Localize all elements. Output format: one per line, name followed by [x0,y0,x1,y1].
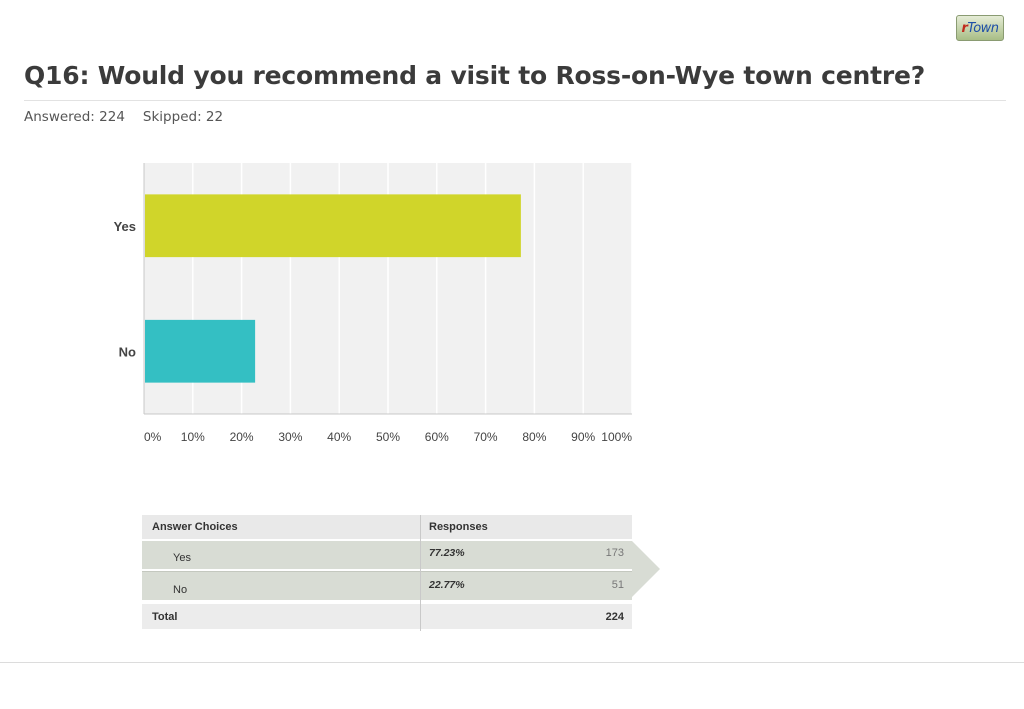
table-header [142,515,632,539]
response-stats: Answered: 224 Skipped: 22 [24,109,223,125]
row-yes-percent: 77.23% [429,547,465,559]
row-no-percent: 22.77% [429,579,465,591]
total-count: 224 [605,611,624,623]
bar-chart: Yes No 0% 10% 20% 30% 40% 50% 60% 70% 80% 90% 100% [114,163,633,444]
row-divider [142,571,632,572]
row-yes-choice: Yes [173,552,191,564]
total-label: Total [152,611,178,623]
x-tick-label: 0% [144,430,162,444]
column-divider [420,515,421,631]
x-tick-label: 10% [181,430,205,444]
x-tick-label: 20% [230,430,254,444]
table-row [142,541,632,569]
row-yes-count: 173 [605,547,624,559]
category-label: No [119,344,136,359]
category-labels: Yes No [114,219,136,360]
table-total-row [142,604,632,629]
x-tick-labels: 0% 10% 20% 30% 40% 50% 60% 70% 80% 90% 100% [144,430,632,444]
answered-count: Answered: 224 [24,109,125,125]
category-label: Yes [114,219,136,234]
highlight-arrow-shape [632,541,660,597]
row-no-choice: No [173,584,188,596]
header-responses: Responses [429,521,488,533]
rtown-logo[interactable]: r Town [956,15,1004,41]
table-row [142,572,632,600]
footer-divider [0,662,1024,663]
x-tick-label: 30% [278,430,302,444]
bars [145,194,521,383]
question-title: Q16: Would you recommend a visit to Ross… [24,61,926,90]
bar-no [145,319,256,383]
title-divider [24,100,1006,101]
response-table: Answer Choices Responses Yes 77.23% 173 … [142,515,662,631]
header-answer-choices: Answer Choices [152,521,238,533]
x-tick-label: 70% [474,430,498,444]
bar-yes [145,194,521,258]
x-tick-label: 100% [601,430,632,444]
x-tick-label: 50% [376,430,400,444]
skipped-count: Skipped: 22 [142,109,224,125]
x-tick-label: 90% [571,430,595,444]
x-tick-label: 40% [327,430,351,444]
x-tick-label: 60% [425,430,449,444]
x-tick-label: 80% [522,430,546,444]
row-no-count: 51 [611,579,624,591]
